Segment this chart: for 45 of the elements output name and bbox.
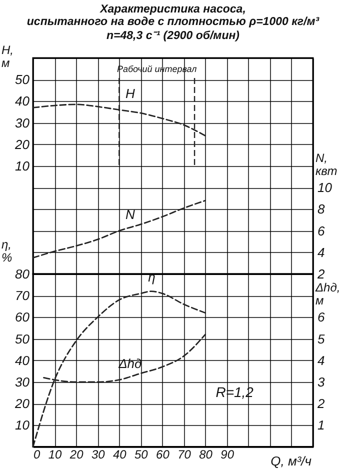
y-tick-label: 30 xyxy=(15,115,30,130)
y-axis-title: H, м xyxy=(2,43,14,70)
y2-tick-label: 3 xyxy=(318,374,326,390)
x-tick-label: 90 xyxy=(220,447,234,462)
y2-tick-label: 4 xyxy=(318,352,325,368)
x-tick-label: 0 xyxy=(34,447,40,462)
y2-tick-label: 10 xyxy=(318,180,333,196)
x-tick-label: 40 xyxy=(112,447,127,462)
y2-tick-label: 6 xyxy=(318,310,326,325)
y2-tick-label: 2 xyxy=(316,396,326,412)
x-tick-label: 30 xyxy=(91,447,106,462)
y-tick-label: 80 xyxy=(15,266,30,282)
y-tick-label: 50 xyxy=(15,331,30,346)
series-label: N xyxy=(125,206,136,222)
y-tick-label: 40 xyxy=(15,352,30,368)
y2-tick-label: 8 xyxy=(318,202,326,217)
x-tick-label: 10 xyxy=(48,447,62,462)
y-tick-label: 10 xyxy=(15,418,30,433)
y2-axis-title: N, квт xyxy=(316,151,338,178)
y2-tick-label: 1 xyxy=(318,418,325,433)
y2-tick-label: 6 xyxy=(318,223,326,238)
x-tick-label: 20 xyxy=(68,447,84,462)
y-tick-label: 20 xyxy=(14,136,30,152)
y-tick-label: 50 xyxy=(15,72,30,88)
y-axis-title: η, % xyxy=(2,238,12,264)
x-axis-title: Q, м³/ч xyxy=(270,453,312,468)
x-tick-label: 70 xyxy=(178,447,192,462)
line-series xyxy=(32,290,206,448)
y-tick-label: 40 xyxy=(15,94,30,109)
y2-tick-label: 5 xyxy=(318,331,326,346)
y2-axis-title: Δhд, м xyxy=(314,280,340,308)
chart-title: Характеристика насоса, xyxy=(99,4,246,16)
y-tick-label: 70 xyxy=(15,288,30,304)
series-label: H xyxy=(125,86,136,101)
y2-tick-label: 4 xyxy=(318,244,325,260)
y-tick-label: 60 xyxy=(15,310,30,325)
x-tick-label: 60 xyxy=(156,447,170,462)
y2-tick-label: 2 xyxy=(316,266,326,282)
line-series xyxy=(32,200,206,258)
y-tick-label: 30 xyxy=(15,374,30,390)
x-tick-label: 80 xyxy=(199,447,213,462)
chart-subtitle: испытанного на воде с плотностью ρ=1000 кг/м³ n=48,3 с⁻¹ (2900 об/мин) xyxy=(26,16,320,42)
x-tick-label: 50 xyxy=(134,447,148,462)
y-tick-label: 20 xyxy=(14,396,30,412)
y-tick-label: 10 xyxy=(15,158,30,174)
